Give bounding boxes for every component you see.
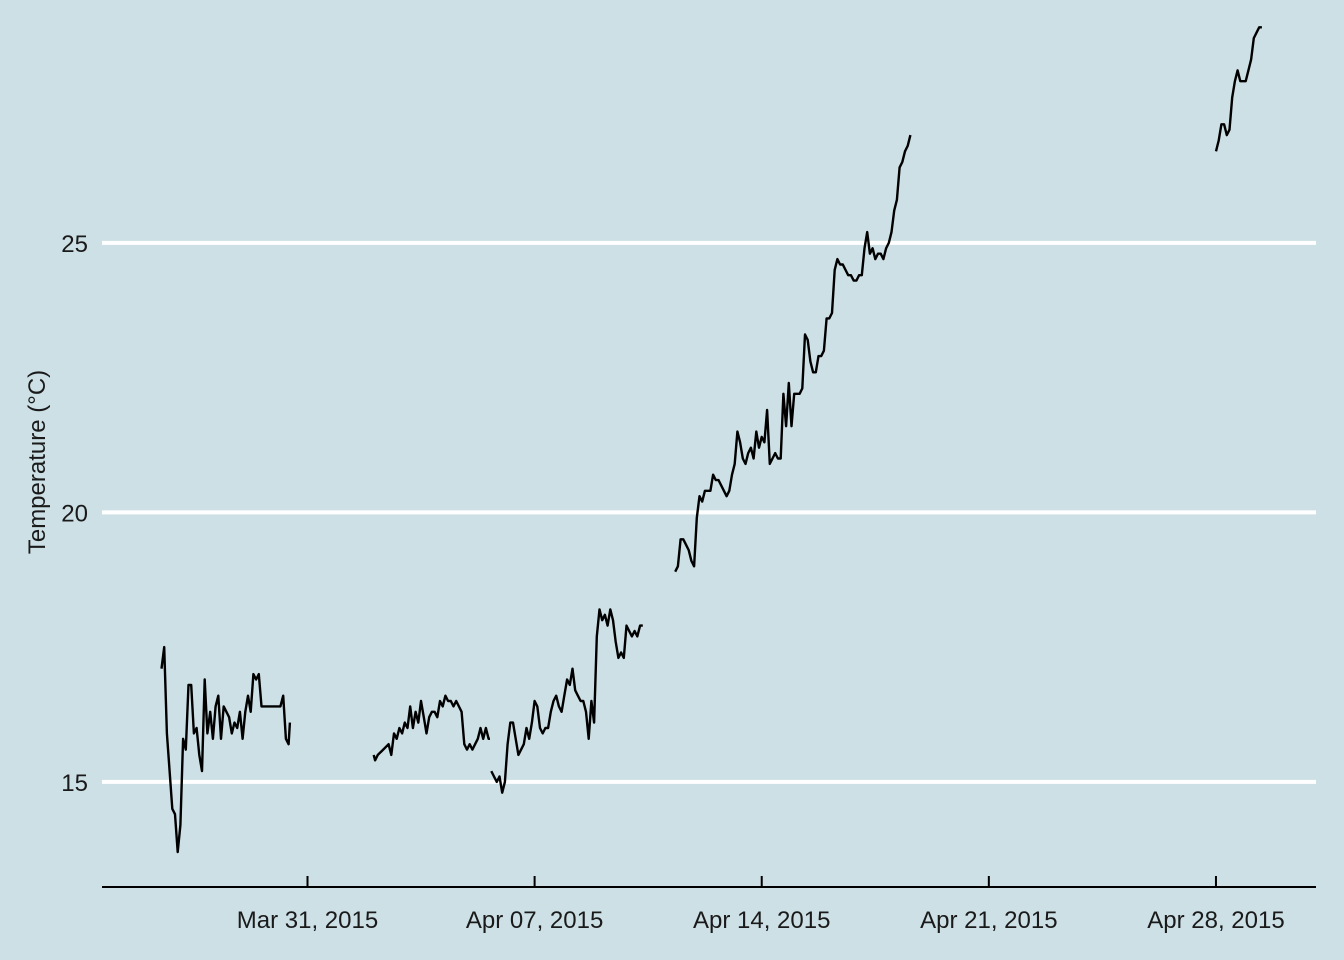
y-tick-label: 25 [61,231,88,258]
x-tick-label: Apr 28, 2015 [1147,907,1284,934]
x-tick-label: Mar 31, 2015 [237,907,378,934]
x-tick-label: Apr 21, 2015 [920,907,1057,934]
y-tick-label: 20 [61,500,88,527]
series-line-segment [1214,26,1262,152]
y-tick-labels: 15 20 25 [61,231,88,797]
temperature-series [160,26,1262,854]
y-axis-title: Temperature (°C) [24,370,51,554]
x-tick-label: Apr 14, 2015 [693,907,830,934]
y-tick-label: 15 [61,770,88,797]
series-line-segment [372,694,490,762]
y-grid-lines [102,240,1316,784]
series-line-segment [674,134,912,573]
x-ticks: Mar 31, 2015 Apr 07, 2015 Apr 14, 2015 Apr … [237,876,1285,934]
series-line-segment [160,645,292,854]
x-tick-label: Apr 07, 2015 [466,907,603,934]
series-line-segment [490,608,643,794]
